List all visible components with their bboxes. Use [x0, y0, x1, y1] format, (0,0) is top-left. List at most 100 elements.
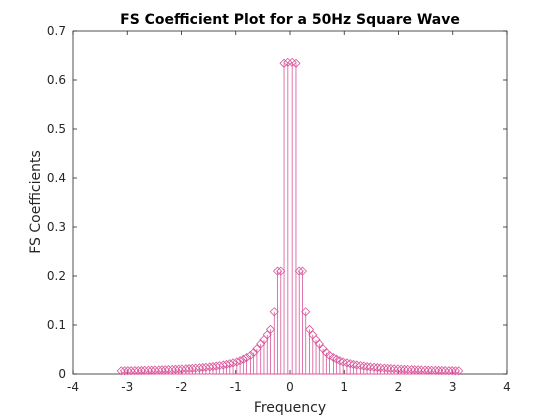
stem-marker	[355, 361, 366, 371]
stem-marker	[386, 364, 396, 374]
stem-marker	[116, 366, 126, 376]
stem-marker	[416, 365, 426, 375]
stem-marker	[345, 359, 355, 369]
stem-marker	[297, 266, 308, 276]
stem-marker	[123, 366, 133, 376]
stem-marker	[291, 58, 301, 68]
stem-marker	[154, 365, 164, 375]
stem-marker	[238, 354, 248, 364]
stem-marker	[126, 366, 136, 376]
stem-marker	[403, 364, 413, 375]
stem-marker	[130, 366, 140, 376]
x-tick-label: 2	[395, 380, 403, 394]
y-tick-label: 0.1	[47, 318, 66, 332]
stem-marker	[362, 361, 372, 372]
stem-marker	[157, 365, 167, 375]
stem-marker	[440, 366, 450, 376]
x-tick-label: -1	[230, 380, 242, 394]
stem-marker	[372, 363, 382, 373]
stem-marker	[235, 356, 245, 366]
stem-marker	[352, 360, 362, 370]
stem-marker	[454, 366, 464, 376]
stem-marker	[269, 307, 279, 317]
stem-marker	[136, 365, 146, 375]
stem-marker	[256, 339, 266, 349]
stem-marker	[249, 348, 259, 358]
stem-marker	[376, 363, 386, 373]
stem-marker	[348, 359, 359, 370]
stem-marker	[383, 363, 393, 373]
stem-marker	[198, 363, 208, 373]
stem-marker	[294, 266, 304, 276]
y-axis-label: FS Coefficients	[28, 150, 44, 254]
stem-marker	[410, 365, 420, 375]
x-tick-label: -4	[67, 380, 79, 394]
y-tick-label: 0.5	[47, 122, 66, 136]
stem-marker	[332, 354, 342, 364]
stem-marker	[160, 365, 170, 375]
stem-marker	[133, 365, 143, 376]
stem-marker	[279, 58, 289, 68]
stem-marker	[174, 364, 184, 374]
stem-marker	[167, 364, 177, 375]
y-tick-label: 0.3	[47, 220, 66, 234]
stem-marker	[314, 339, 324, 349]
stem-marker	[444, 366, 454, 376]
stem-marker	[389, 364, 399, 374]
x-tick-label: -3	[121, 380, 133, 394]
y-tick-label: 0.4	[47, 171, 66, 185]
stem-marker	[420, 365, 430, 375]
stem-marker	[201, 362, 211, 372]
stem-marker	[396, 364, 406, 374]
stem-marker	[232, 357, 242, 367]
stem-marker	[119, 366, 130, 376]
stem-marker	[143, 365, 153, 375]
stem-marker	[170, 364, 181, 374]
x-tick-label: 4	[503, 380, 511, 394]
y-tick-label: 0	[58, 367, 66, 381]
stem-marker	[399, 364, 410, 374]
stem-marker	[430, 365, 440, 375]
stem-marker	[359, 361, 369, 371]
stem-marker	[194, 363, 204, 373]
y-tick-label: 0.2	[47, 269, 66, 283]
stem-marker	[283, 57, 293, 67]
stem-marker	[147, 365, 157, 375]
x-tick-label: 3	[449, 380, 457, 394]
stem-marker	[406, 365, 417, 375]
stem-marker	[423, 365, 433, 375]
stem-marker	[311, 335, 321, 345]
stem-marker	[228, 358, 238, 368]
x-axis-label: Frequency	[254, 400, 326, 416]
stem-marker	[447, 366, 457, 376]
stem-marker	[434, 365, 444, 375]
stem-marker	[272, 266, 283, 276]
stem-marker	[252, 344, 262, 354]
stem-marker	[450, 366, 461, 376]
stem-marker	[335, 356, 345, 366]
axes-ticks: -4 -3 -2 -1 0 1 2 3 4 0 0.1 0.2 0.3 0.4 0.5 0.6 0.7	[47, 24, 511, 394]
stem-marker	[245, 350, 255, 360]
stem-marker	[187, 363, 197, 373]
stem-marker	[184, 364, 194, 374]
stem-marker	[191, 363, 201, 373]
stem-marker	[427, 365, 437, 375]
stem-marker	[163, 365, 174, 375]
stem-marker	[265, 324, 276, 334]
stem-marker	[301, 307, 311, 317]
x-tick-label: 1	[340, 380, 348, 394]
y-tick-label: 0.7	[47, 24, 66, 38]
stem-marker	[181, 364, 191, 374]
stem-marker	[342, 358, 352, 368]
stem-marker	[150, 365, 160, 375]
stem-marker	[437, 365, 447, 376]
stem-marker	[365, 362, 375, 372]
stem-marker	[225, 359, 235, 369]
stem-marker	[379, 363, 389, 373]
stem-marker	[211, 361, 221, 371]
stem-marker	[276, 266, 286, 276]
stem-marker	[242, 353, 252, 363]
stem-marker	[413, 365, 423, 375]
x-tick-label: -2	[176, 380, 188, 394]
